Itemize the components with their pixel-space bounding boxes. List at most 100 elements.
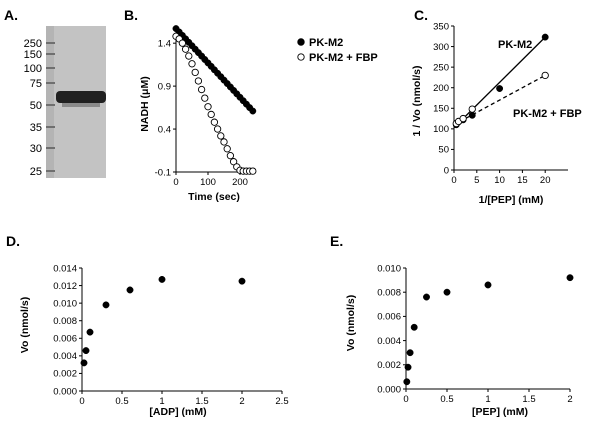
panel-e-point-s0-7 (566, 274, 574, 282)
panel-d-xtick-label: 1.5 (195, 396, 208, 407)
marker-label-25: 25 (30, 166, 42, 178)
panel-b: B. 0 100 200 -0.1 0.4 0.9 1.4 Time (sec) NADH … (124, 7, 378, 203)
panel-b-ylabel: NADH (μM) (139, 76, 151, 131)
marker-band-1 (46, 53, 55, 55)
panel-e-ytick-label: 0.002 (377, 360, 401, 371)
panel-b-ytick-label: 1.4 (158, 38, 171, 49)
panel-b-point-s1-5 (188, 60, 196, 68)
panel-c-xtick-label: 10 (494, 175, 505, 186)
marker-labels: 250 150 100 75 50 35 30 25 (24, 38, 42, 178)
panel-d: D. 0 0.5 1 1.5 2 2.5 0.000 0.002 0.004 0.006 0.008… (6, 233, 289, 418)
panel-b-label: B. (124, 7, 138, 23)
panel-e-ytick-label: 0.010 (377, 263, 401, 274)
marker-band-4 (46, 104, 55, 106)
panel-b-marks (172, 25, 257, 175)
panel-c-ytick-label: 100 (433, 124, 449, 135)
panel-d-xtick-label: 2.5 (275, 396, 288, 407)
panel-d-xlabel: [ADP] (mM) (149, 406, 206, 418)
panel-b-point-s1-12 (210, 118, 219, 126)
panel-d-ylabel: Vo (nmol/s) (19, 297, 31, 353)
panel-e-xtick-label: 0 (403, 394, 408, 405)
panel-e-xtick-label: 1.5 (522, 394, 535, 405)
panel-c-point-s0-5 (541, 33, 549, 41)
panel-d-ytick-label: 0.010 (53, 298, 77, 309)
marker-label-250: 250 (24, 38, 42, 50)
panel-d-point-s0-4 (126, 286, 134, 294)
panel-c-marks (452, 33, 549, 129)
panel-d-axes: 0 0.5 1 1.5 2 2.5 0.000 0.002 0.004 0.006 0.008 0.0… (53, 263, 288, 407)
panel-d-point-s0-6 (238, 277, 246, 285)
marker-label-75: 75 (30, 78, 42, 90)
panel-c-annotation-pk-m2: PK-M2 (498, 39, 532, 51)
panel-e-ytick-label: 0.008 (377, 288, 401, 299)
protein-band (56, 91, 106, 103)
panel-e-point-s0-0 (403, 378, 411, 386)
marker-band-0 (46, 42, 55, 44)
panel-b-point-s1-16 (223, 145, 231, 153)
panel-d-marks (80, 275, 246, 367)
panel-d-point-s0-5 (158, 275, 166, 283)
panel-c-ytick-label: 150 (433, 104, 449, 115)
panel-d-ytick-label: 0.002 (53, 369, 77, 380)
panel-c-label: C. (414, 7, 428, 23)
marker-band-2 (46, 67, 55, 69)
panel-c-ytick-label: 350 (433, 21, 449, 32)
panel-e: E. 0 0.5 1 1.5 2 0.000 0.002 0.004 0.006 0.008 0.0… (330, 233, 574, 418)
panel-e-ylabel: Vo (nmol/s) (345, 295, 357, 351)
panel-e-xtick-label: 2 (567, 394, 572, 405)
panel-e-xlabel: [PEP] (mM) (472, 406, 528, 418)
panel-c-ytick-label: 300 (433, 42, 449, 53)
marker-label-150: 150 (24, 49, 42, 61)
panel-c-ytick-label: 0 (444, 165, 449, 176)
panel-d-ytick-label: 0.000 (53, 386, 77, 397)
panel-b-point-s1-13 (213, 125, 222, 133)
marker-label-50: 50 (30, 100, 42, 112)
panel-d-ytick-label: 0.006 (53, 334, 77, 345)
panel-b-point-s1-7 (194, 77, 203, 85)
panel-b-point-s1-18 (229, 158, 238, 166)
panel-b-legend: PK-M2 PK-M2 + FBP (297, 37, 378, 64)
panel-b-point-s1-9 (201, 94, 209, 102)
marker-label-35: 35 (30, 122, 42, 134)
panel-e-marks (403, 274, 574, 386)
panel-c-annotation-pk-m2-fbp: PK-M2 + FBP (513, 108, 582, 120)
panel-d-xtick-label: 0.5 (115, 396, 128, 407)
panel-d-ytick-label: 0.008 (53, 316, 77, 327)
panel-b-point-s1-17 (226, 152, 235, 160)
panel-b-xtick-label: 200 (232, 177, 248, 188)
panel-c-xtick-label: 20 (540, 175, 551, 186)
panel-d-xtick-label: 2 (239, 396, 244, 407)
panel-b-point-s1-10 (204, 103, 212, 111)
panel-d-label: D. (6, 233, 20, 249)
panel-b-ytick-label: -0.1 (155, 167, 171, 178)
panel-d-point-s0-2 (86, 328, 94, 336)
legend-label-pk-m2-fbp: PK-M2 + FBP (309, 52, 378, 64)
panel-d-ytick-label: 0.014 (53, 263, 77, 274)
panel-b-point-s1-6 (191, 68, 199, 77)
legend-marker-pk-m2 (297, 38, 305, 46)
marker-label-100: 100 (24, 63, 42, 75)
panel-e-point-s0-2 (406, 349, 414, 357)
legend-marker-pk-m2-fbp (297, 53, 305, 61)
panel-b-point-s1-11 (207, 110, 215, 119)
panel-c-ytick-label: 50 (438, 145, 449, 156)
panel-b-point-s1-3 (181, 45, 190, 53)
panel-d-point-s0-0 (80, 359, 88, 367)
panel-b-point-s1-15 (220, 138, 228, 146)
panel-c-point-s1-4 (541, 71, 549, 80)
panel-c-xtick-label: 5 (474, 175, 479, 186)
panel-c-point-s1-3 (468, 105, 476, 113)
panel-d-point-s0-3 (102, 301, 110, 309)
panel-d-ytick-label: 0.012 (53, 281, 77, 292)
panel-e-xtick-label: 0.5 (440, 394, 453, 405)
panel-a-label: A. (4, 7, 18, 23)
panel-b-point-s1-4 (185, 52, 193, 60)
panel-c-point-s1-2 (459, 114, 467, 123)
marker-bands (46, 42, 55, 172)
panel-d-xtick-label: 1 (159, 396, 164, 407)
marker-band-3 (46, 82, 55, 84)
panel-e-point-s0-1 (404, 363, 412, 371)
panel-c-fit-line-0 (453, 36, 546, 129)
